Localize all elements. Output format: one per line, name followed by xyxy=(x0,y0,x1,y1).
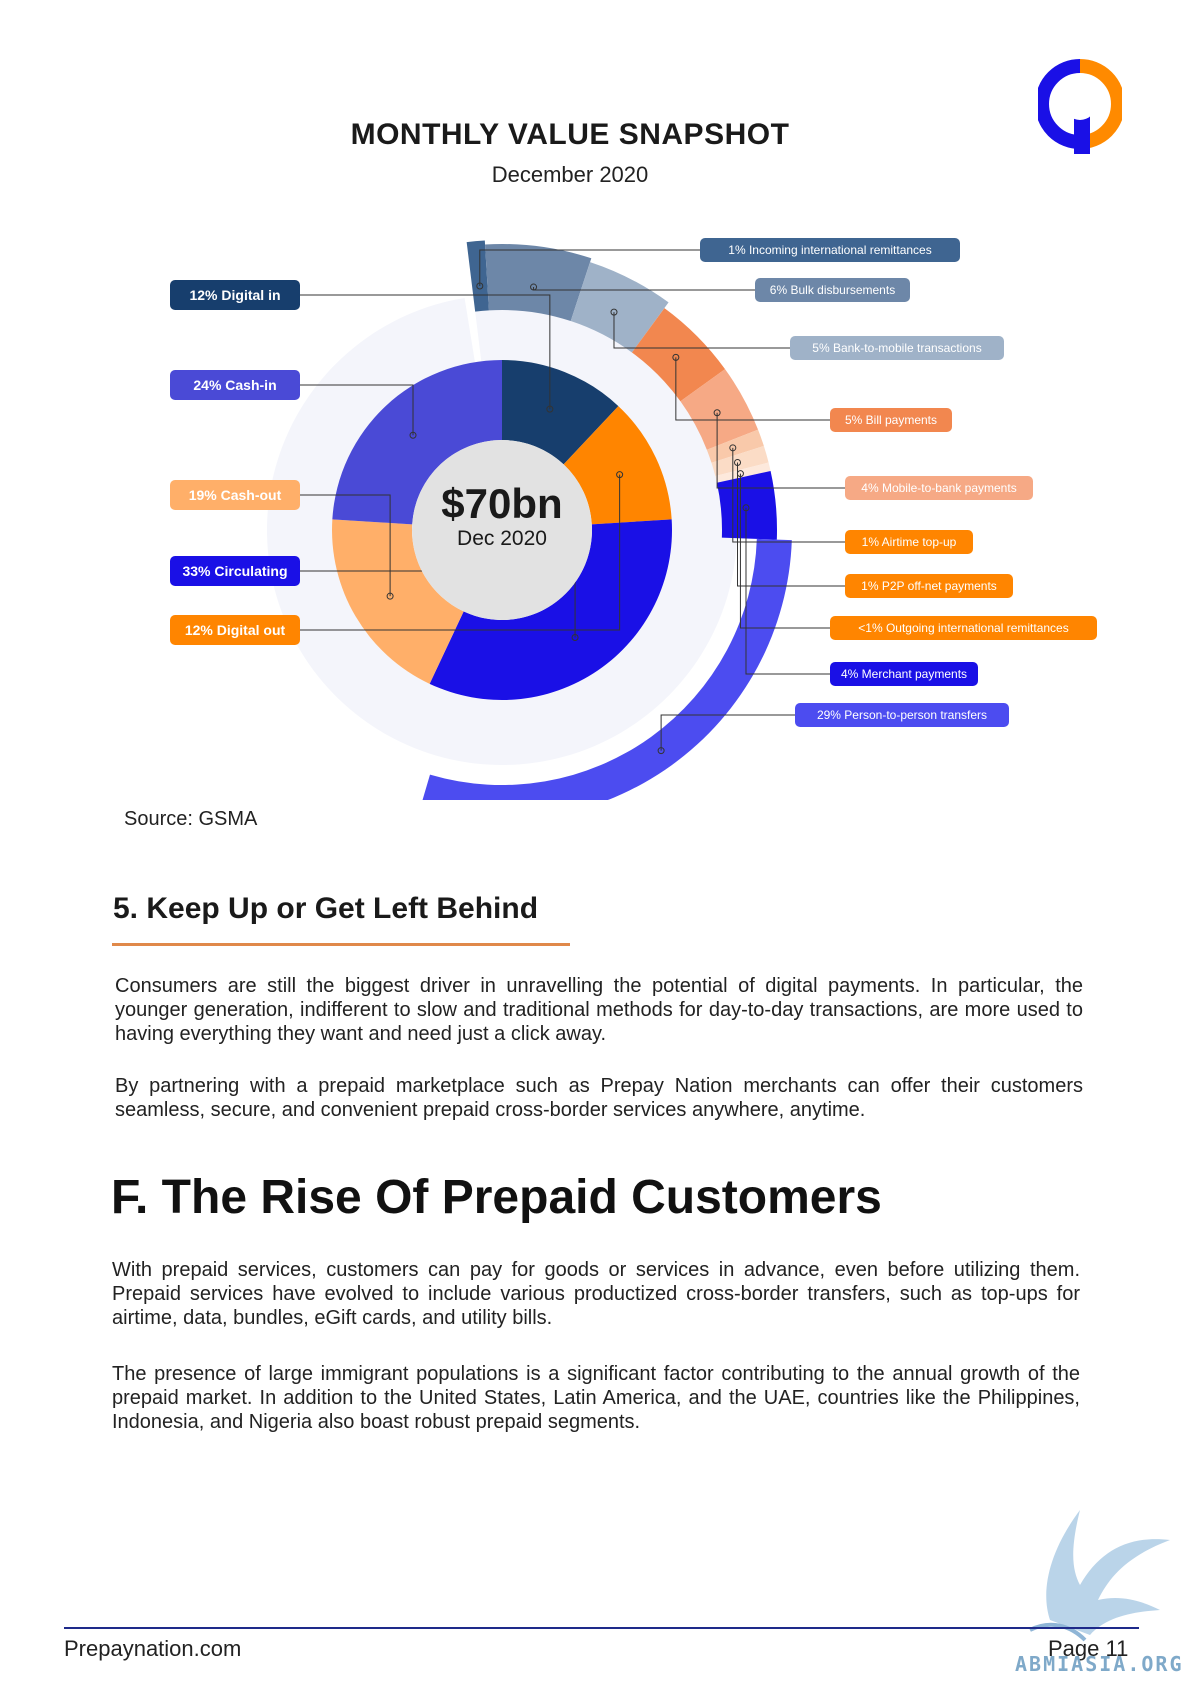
footer-divider xyxy=(64,1627,1139,1629)
chart-label-box xyxy=(170,556,300,586)
paragraph: Consumers are still the biggest driver i… xyxy=(115,975,1083,1045)
paragraph: By partnering with a prepaid marketplace… xyxy=(115,1075,1083,1121)
leader-dot xyxy=(734,458,742,466)
chart-label-box xyxy=(795,703,1009,727)
leader-dot xyxy=(530,283,538,291)
chart-data-label: 1% Incoming international remittances xyxy=(728,243,931,257)
leader-line xyxy=(300,294,551,410)
section-heading: 5. Keep Up or Get Left Behind xyxy=(113,892,539,925)
chart-label-box xyxy=(845,530,973,554)
chart-data-label: 33% Circulating xyxy=(182,563,287,579)
chart-center xyxy=(412,440,592,620)
outer-ring-slice xyxy=(422,538,792,800)
inner-ring-slice xyxy=(563,406,672,525)
leader-dot xyxy=(729,444,737,452)
page-number: Page 11 xyxy=(1048,1636,1129,1661)
leader-dot xyxy=(657,747,665,755)
chart-center-label: Dec 2020 xyxy=(457,527,547,550)
leader-line xyxy=(745,507,830,675)
paragraph: With prepaid services, customers can pay… xyxy=(112,1259,1080,1329)
leader-dot xyxy=(672,353,680,361)
chart-data-label: 1% Airtime top-up xyxy=(862,535,957,549)
chart-source: Source: GSMA xyxy=(124,808,258,830)
leader-dot xyxy=(546,405,554,413)
chart-data-label: 5% Bank-to-mobile transactions xyxy=(812,341,981,355)
leader-dot xyxy=(610,308,618,316)
outer-ring-slice xyxy=(631,308,726,402)
leader-line xyxy=(660,714,795,751)
outer-ring-slice xyxy=(466,240,489,312)
leader-dot xyxy=(571,634,579,642)
leader-dot xyxy=(409,431,417,439)
chart-data-label: 24% Cash-in xyxy=(193,377,276,393)
chart-label-box xyxy=(845,574,1013,598)
inner-ring-slice xyxy=(332,360,502,525)
sunburst-chart: 12% Digital in 24% Cash-in 19% Cash-out 33%… xyxy=(170,238,1097,800)
chart-subtitle: December 2020 xyxy=(491,162,649,187)
leader-line xyxy=(739,473,830,629)
leader-line xyxy=(300,494,391,597)
leader-line xyxy=(300,474,621,631)
brand-logo xyxy=(1035,58,1125,154)
chart-data-label: 1% P2P off-net payments xyxy=(861,579,997,593)
chart-data-label: 19% Cash-out xyxy=(189,487,282,503)
chart-center-value: $70bn xyxy=(441,480,562,527)
outer-ring-slice xyxy=(570,262,669,353)
chart-data-label: 12% Digital in xyxy=(189,287,280,303)
chart-label-box xyxy=(845,476,1033,500)
leader-dot xyxy=(476,282,484,290)
outer-ring-slice xyxy=(485,244,592,322)
leader-line xyxy=(479,249,700,287)
chart-label-box xyxy=(170,480,300,510)
leader-line xyxy=(675,357,830,421)
chart-label-box xyxy=(790,336,1004,360)
chart-label-box xyxy=(830,616,1097,640)
chart-data-label: 29% Person-to-person transfers xyxy=(817,708,987,722)
chart-data-label: 4% Merchant payments xyxy=(841,667,967,681)
leader-line xyxy=(300,384,414,436)
inner-ring-slice xyxy=(331,519,464,684)
chart-data-label: 6% Bulk disbursements xyxy=(770,283,895,297)
chart-data-label: 12% Digital out xyxy=(185,622,286,638)
section-divider xyxy=(112,943,570,946)
leader-dot xyxy=(713,409,721,417)
outer-ring-slice xyxy=(680,369,759,450)
leader-dot xyxy=(386,592,394,600)
chart-data-label: 5% Bill payments xyxy=(845,413,937,427)
chart-data-label: 4% Mobile-to-bank payments xyxy=(861,481,1016,495)
leader-line xyxy=(732,447,845,543)
leader-dot xyxy=(736,470,744,478)
leader-line xyxy=(716,412,845,489)
leader-line xyxy=(613,312,790,349)
leader-line xyxy=(737,462,845,587)
chart-label-box xyxy=(755,278,910,302)
chart-label-box xyxy=(830,408,952,432)
watermark-text: ABMIASIA.ORG xyxy=(1015,1652,1184,1676)
chart-label-box xyxy=(170,370,300,400)
inner-ring-slice xyxy=(429,519,672,700)
inner-ring-slice xyxy=(502,360,619,465)
chart-title: MONTHLY VALUE SNAPSHOT xyxy=(350,118,790,151)
prepay-nation-logo-icon xyxy=(1035,59,1125,154)
section-heading: F. The Rise Of Prepaid Customers xyxy=(111,1171,882,1224)
leader-dot xyxy=(742,504,750,512)
footer-website: Prepaynation.com xyxy=(64,1636,242,1661)
chart-label-box xyxy=(830,662,978,686)
chart-label-box xyxy=(170,280,300,310)
chart-data-label: <1% Outgoing international remittances xyxy=(858,621,1068,635)
chart-label-box xyxy=(700,238,960,262)
paragraph: The presence of large immigrant populati… xyxy=(112,1363,1080,1433)
chart-label-box xyxy=(170,615,300,645)
leader-dot xyxy=(616,471,624,479)
